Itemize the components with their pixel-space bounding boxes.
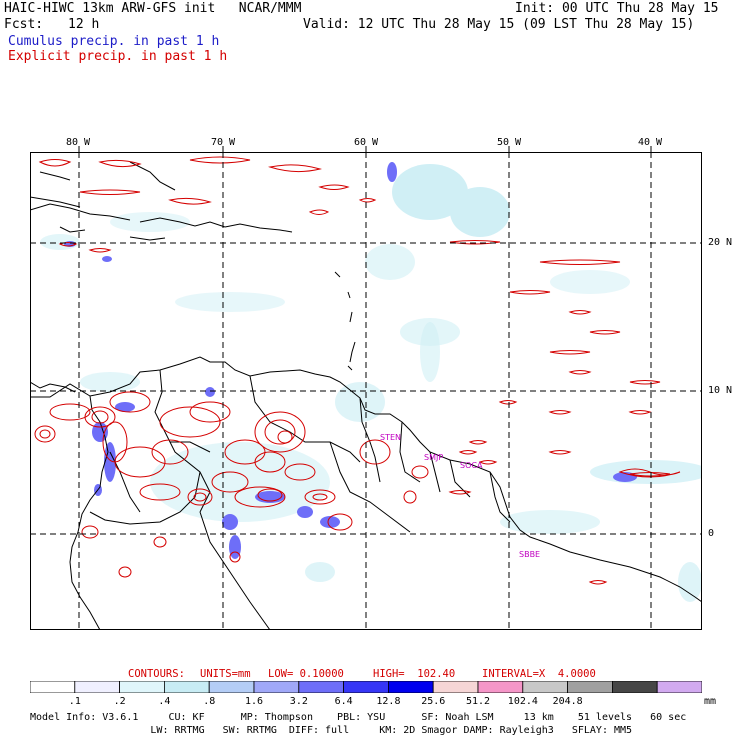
- colorbar-label: 12.8: [376, 696, 401, 707]
- colorbar-label: 6.4: [334, 696, 353, 707]
- forecast-hour: 12 h: [68, 17, 100, 32]
- colorbar-swatch: [74, 681, 120, 693]
- explicit-legend: Explicit precip. in past 1 h: [8, 49, 228, 64]
- forecast-label: Fcst:: [4, 17, 44, 32]
- colorbar-label: 1.6: [245, 696, 264, 707]
- top-ticks: [78, 146, 652, 153]
- colorbar-swatch: [432, 681, 479, 693]
- city-label-smjp: SMJP: [424, 453, 444, 462]
- city-label-sten: STEN: [380, 433, 402, 442]
- contour-cluster-colombia: [34, 391, 429, 578]
- colorbar-swatch: [477, 681, 524, 693]
- colorbar-swatch: [522, 681, 568, 693]
- colorbar: [30, 681, 702, 693]
- colorbar-unit: mm: [704, 696, 717, 707]
- colorbar-label: .1: [68, 696, 81, 707]
- colorbar-swatch: [387, 681, 434, 693]
- colorbar-swatch: [30, 681, 76, 693]
- init-time: Init: 00 UTC Thu 28 May 15: [515, 1, 719, 16]
- city-label-sbbe: SBBE: [519, 550, 541, 559]
- explicit-precip-contours: [34, 156, 681, 585]
- lon-label-70w: 70 W: [211, 137, 236, 148]
- colorbar-label: 51.2: [466, 696, 491, 707]
- colorbar-swatch: [208, 681, 255, 693]
- colorbar-swatch: [253, 681, 300, 693]
- city-label-soca: SOCA: [460, 461, 483, 470]
- map-title: HAIC-HIWC 13km ARW-GFS init NCAR/MMM: [4, 1, 302, 16]
- colorbar-swatch: [119, 681, 165, 693]
- contours-title: CONTOURS:: [128, 668, 185, 680]
- lat-label-10n: 10 N: [708, 385, 733, 396]
- colorbar-label: .4: [158, 696, 171, 707]
- colorbar-label: .2: [113, 696, 126, 707]
- lon-label-80w: 80 W: [66, 137, 91, 148]
- colorbar-swatch: [656, 681, 702, 693]
- graticule: [30, 152, 702, 630]
- contours-high: HIGH= 102.40: [373, 668, 456, 680]
- lon-label-50w: 50 W: [497, 137, 522, 148]
- colorbar-label: 3.2: [289, 696, 308, 707]
- colorbar-label: 204.8: [552, 696, 583, 707]
- colorbar-swatch: [612, 681, 658, 693]
- contours-low: LOW= 0.10000: [268, 668, 344, 680]
- colorbar-label: 25.6: [421, 696, 446, 707]
- lat-label-20n: 20 N: [708, 237, 733, 248]
- lon-label-60w: 60 W: [354, 137, 379, 148]
- contours-units: UNITS=mm: [200, 668, 251, 680]
- model-info-line2: LW: RRTMG SW: RRTMG DIFF: full KM: 2D Sm…: [30, 725, 633, 736]
- lon-label-40w: 40 W: [638, 137, 663, 148]
- colorbar-swatch: [343, 681, 389, 693]
- coastlines: [30, 161, 702, 630]
- lat-label-0: 0: [708, 528, 715, 539]
- cumulus-precip-field: [40, 164, 702, 602]
- valid-time: Valid: 12 UTC Thu 28 May 15 (09 LST Thu …: [303, 17, 695, 32]
- precipitation-map: [30, 152, 702, 630]
- colorbar-swatch: [163, 681, 210, 693]
- model-info-line1: Model Info: V3.6.1 CU: KF MP: Thompson P…: [30, 712, 687, 723]
- colorbar-swatch: [567, 681, 613, 693]
- colorbar-label: .8: [203, 696, 216, 707]
- colorbar-swatch: [298, 681, 344, 693]
- colorbar-label: 102.4: [507, 696, 538, 707]
- contours-interval: INTERVAL=X 4.0000: [482, 668, 596, 680]
- cumulus-legend: Cumulus precip. in past 1 h: [8, 34, 220, 49]
